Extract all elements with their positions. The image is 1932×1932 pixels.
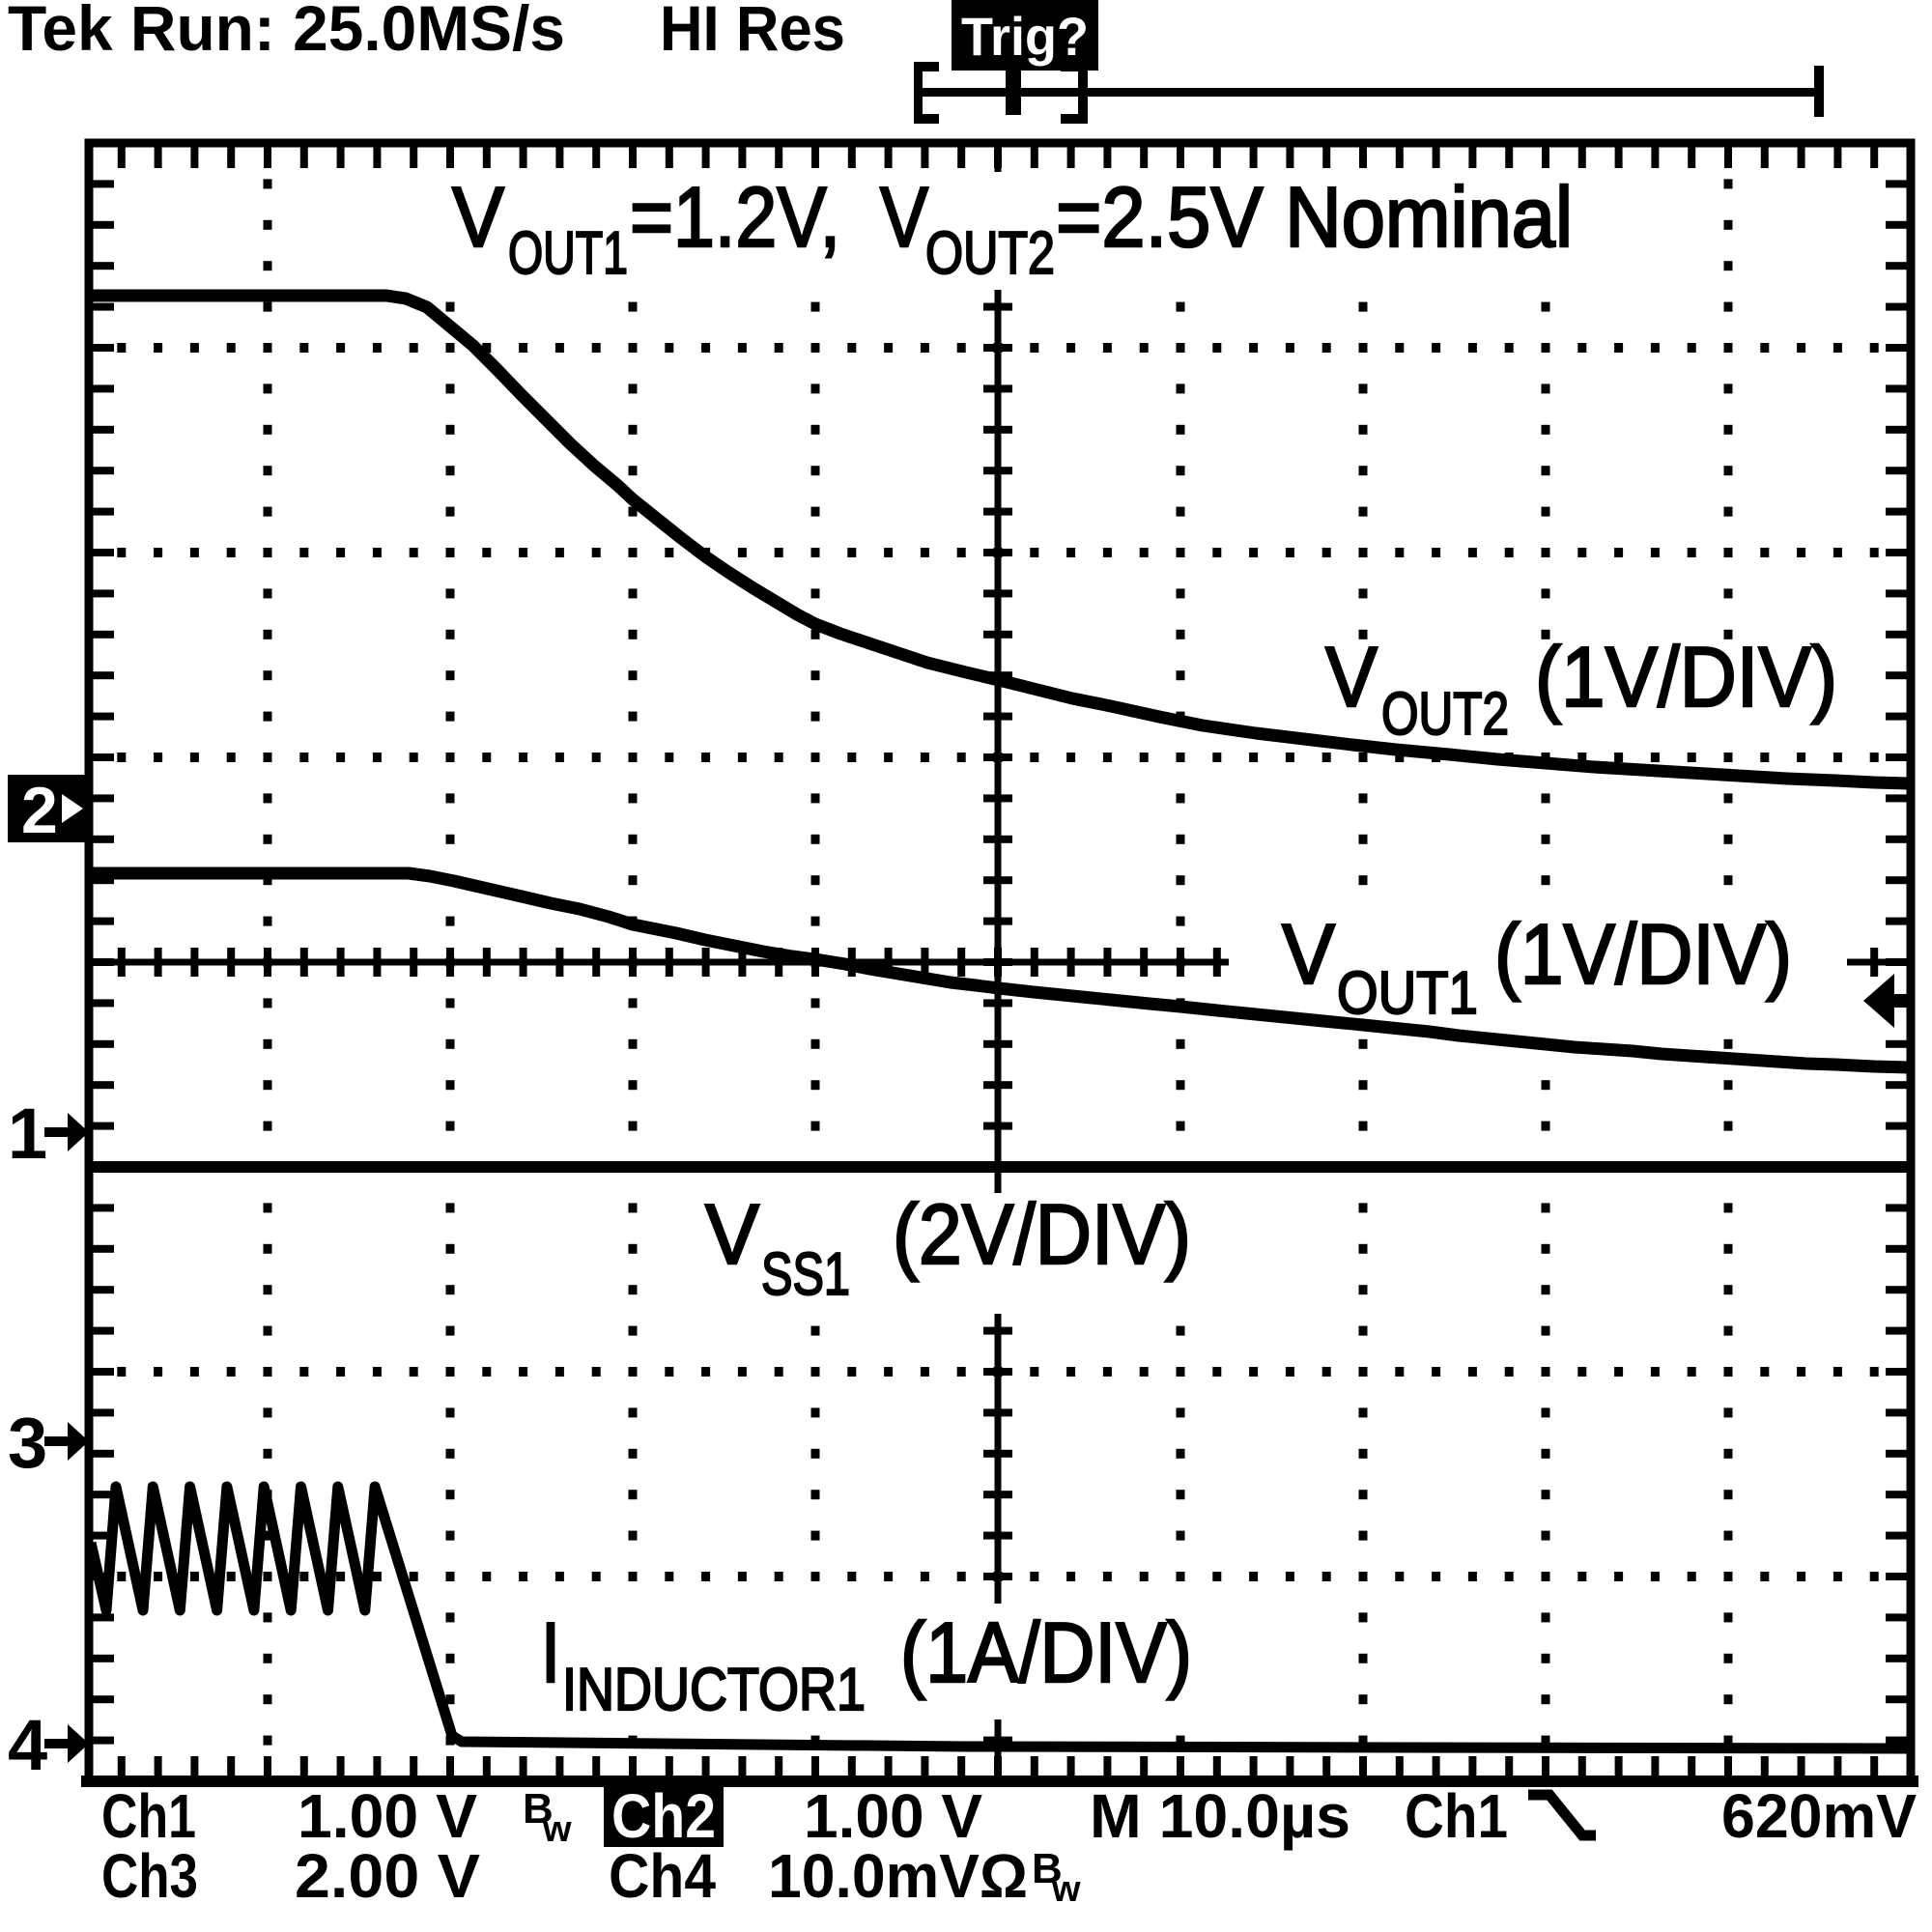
svg-text:B: B [1032,1845,1063,1892]
svg-text:OUT1: OUT1 [508,220,628,287]
svg-text:M 10.0µs: M 10.0µs [1090,1781,1350,1851]
svg-text:2: 2 [21,774,58,847]
svg-text:10.0mVΩ: 10.0mVΩ [768,1841,1028,1911]
svg-text:Ch3: Ch3 [101,1841,198,1911]
svg-text:(2V/DIV): (2V/DIV) [893,1186,1191,1282]
svg-text:4: 4 [8,1705,47,1785]
svg-text:(1A/DIV): (1A/DIV) [900,1605,1192,1700]
svg-text:=1.2V,: =1.2V, [630,169,840,265]
svg-text:SS1: SS1 [761,1241,850,1308]
svg-text:Ch4: Ch4 [609,1841,716,1911]
svg-text:(1V/DIV): (1V/DIV) [1494,906,1792,1002]
svg-text:OUT2: OUT2 [925,220,1055,287]
svg-text:I: I [541,1605,560,1700]
svg-text:V: V [705,1186,759,1282]
svg-text:V: V [452,169,504,265]
svg-text:HI Res: HI Res [660,0,845,64]
svg-text:2.00 V: 2.00 V [295,1841,480,1911]
svg-text:w: w [542,1809,572,1850]
svg-text:INDUCTOR1: INDUCTOR1 [562,1657,866,1723]
svg-text:3: 3 [8,1403,47,1483]
svg-text:V: V [880,169,928,265]
svg-text:(1V/DIV): (1V/DIV) [1535,629,1837,724]
svg-text:B: B [523,1785,554,1833]
svg-text:Ch2: Ch2 [611,1781,716,1851]
svg-text:1.00 V: 1.00 V [804,1781,982,1851]
svg-text:OUT2: OUT2 [1381,681,1509,748]
svg-text:w: w [1051,1869,1081,1910]
svg-text:620mV: 620mV [1721,1781,1917,1851]
svg-text:V: V [1325,629,1378,724]
svg-text:V: V [1282,906,1335,1002]
svg-text:=2.5V Nominal: =2.5V Nominal [1056,169,1573,265]
svg-text:Ch1: Ch1 [1405,1781,1508,1851]
svg-text:Trig?: Trig? [961,6,1089,67]
svg-text:Ch1: Ch1 [101,1781,196,1851]
svg-text:OUT1: OUT1 [1337,960,1478,1027]
svg-text:1: 1 [8,1094,47,1174]
svg-text:1.00 V: 1.00 V [298,1781,477,1851]
svg-text:Tek Run: 25.0MS/s: Tek Run: 25.0MS/s [8,0,565,64]
